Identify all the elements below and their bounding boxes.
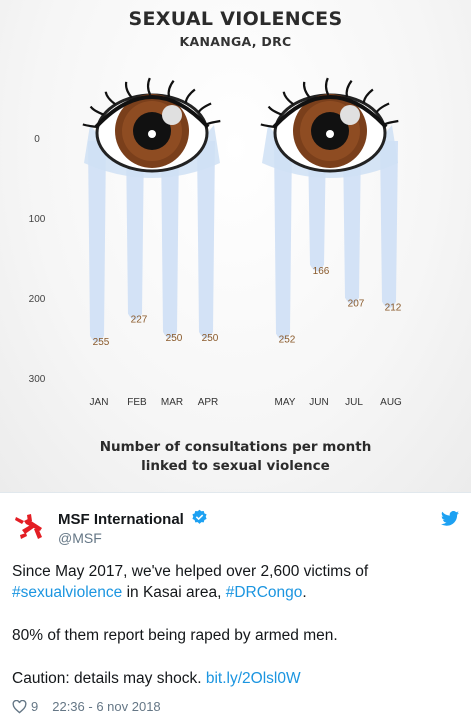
eye-highlight-small-right [326, 130, 334, 138]
tweet-card[interactable]: MSF International @MSF Since May 2017, w… [0, 492, 471, 720]
tweet-text: Since May 2017, we've helped over 2,600 … [12, 561, 459, 711]
tweet-timestamp[interactable]: 22:36 - 6 nov 2018 [52, 699, 161, 714]
y-tick-100: 100 [29, 214, 46, 225]
tear-drip-mar [161, 141, 179, 339]
value-label-mar: 250 [166, 333, 183, 344]
tweet-paragraph-3: Caution: details may shock. bit.ly/2Olsl… [12, 668, 459, 689]
tweet-paragraph-2: 80% of them report being raped by armed … [12, 627, 338, 644]
eye-highlight-left [162, 105, 182, 125]
y-tick-200: 200 [29, 294, 46, 305]
tweet-text-mid: in Kasai area, [122, 584, 226, 601]
x-tick-aug: AUG [380, 397, 402, 408]
tear-pool-left [84, 125, 220, 178]
eyelash-left-3 [124, 81, 133, 99]
infographic: 0 100 200 300 255 227 250 250 252 166 207 212 JAN FEB… [0, 0, 471, 492]
tear-drip-apr [197, 141, 215, 339]
value-label-jun: 166 [313, 266, 330, 277]
eyelash-right-3 [302, 81, 311, 99]
author-handle[interactable]: @MSF [58, 530, 102, 546]
eyelash-right-5 [345, 80, 353, 98]
tears-chart: 0 100 200 300 255 227 250 250 252 166 207 212 JAN FEB… [29, 77, 402, 408]
y-tick-0: 0 [34, 134, 40, 145]
x-tick-apr: APR [198, 397, 219, 408]
eyelid-left [94, 95, 210, 129]
eyelash-right-4 [324, 77, 330, 96]
infographic-title: SEXUAL VIOLENCES [128, 8, 343, 30]
caption-line-1: Number of consultations per month [99, 439, 372, 455]
tear-drip-feb [126, 141, 144, 321]
tweet-text-line1: Since May 2017, we've helped over 2,600 … [12, 563, 369, 580]
eye-highlight-small-left [148, 130, 156, 138]
shortened-link[interactable]: bit.ly/2Olsl0W [205, 670, 301, 687]
x-tick-jun: JUN [309, 397, 328, 408]
x-tick-jul: JUL [345, 397, 363, 408]
tear-pool-right [262, 125, 398, 178]
eyelash-left-4 [146, 77, 152, 96]
value-label-jan: 255 [93, 337, 110, 348]
value-label-aug: 212 [385, 303, 402, 314]
chart-caption: Number of consultations per month linked… [0, 438, 471, 476]
like-count[interactable]: 9 [31, 699, 39, 714]
value-label-feb: 227 [131, 315, 148, 326]
x-tick-mar: MAR [161, 397, 183, 408]
tweet-text-end: . [302, 584, 307, 601]
eyelash-right-6 [362, 88, 374, 104]
eyelash-left-5 [167, 80, 175, 98]
tear-drip-jul [343, 141, 361, 305]
x-tick-jan: JAN [90, 397, 109, 408]
x-tick-may: MAY [275, 397, 296, 408]
hashtag-sexualviolence[interactable]: #sexualviolence [12, 584, 123, 601]
tweet-paragraph-1: Since May 2017, we've helped over 2,600 … [12, 561, 459, 603]
hashtag-drcongo[interactable]: #DRCongo [225, 584, 303, 601]
tear-drip-may [274, 141, 292, 341]
msf-logo-icon[interactable] [12, 509, 48, 545]
author-name[interactable]: MSF International [58, 509, 208, 528]
eyelash-left-2 [104, 91, 117, 106]
eyelash-right-2 [282, 91, 295, 106]
caution-text: Caution: details may shock. [12, 670, 206, 687]
eyelash-right-1 [267, 105, 283, 116]
eyelid-right [272, 95, 388, 129]
value-label-apr: 250 [202, 333, 219, 344]
twitter-bird-icon[interactable] [441, 511, 459, 526]
verified-badge-icon [192, 509, 207, 524]
tweet-footer: 9 22:36 - 6 nov 2018 [12, 699, 161, 714]
tear-drip-aug [380, 141, 398, 309]
value-label-jul: 207 [348, 299, 365, 310]
tear-drip-jan [88, 141, 106, 343]
eyelash-left-1 [89, 105, 105, 116]
eye-highlight-right [340, 105, 360, 125]
heart-icon[interactable] [12, 699, 27, 714]
infographic-subtitle: KANANGA, DRC [179, 34, 292, 49]
x-tick-feb: FEB [127, 397, 147, 408]
eyelash-left-6 [184, 88, 196, 104]
y-tick-300: 300 [29, 374, 46, 385]
author-name-text[interactable]: MSF International [58, 511, 184, 528]
eyelash-right-7 [375, 102, 390, 114]
eyelash-left-7 [197, 102, 212, 114]
value-label-may: 252 [279, 335, 296, 346]
caption-line-2: linked to sexual violence [141, 458, 330, 474]
